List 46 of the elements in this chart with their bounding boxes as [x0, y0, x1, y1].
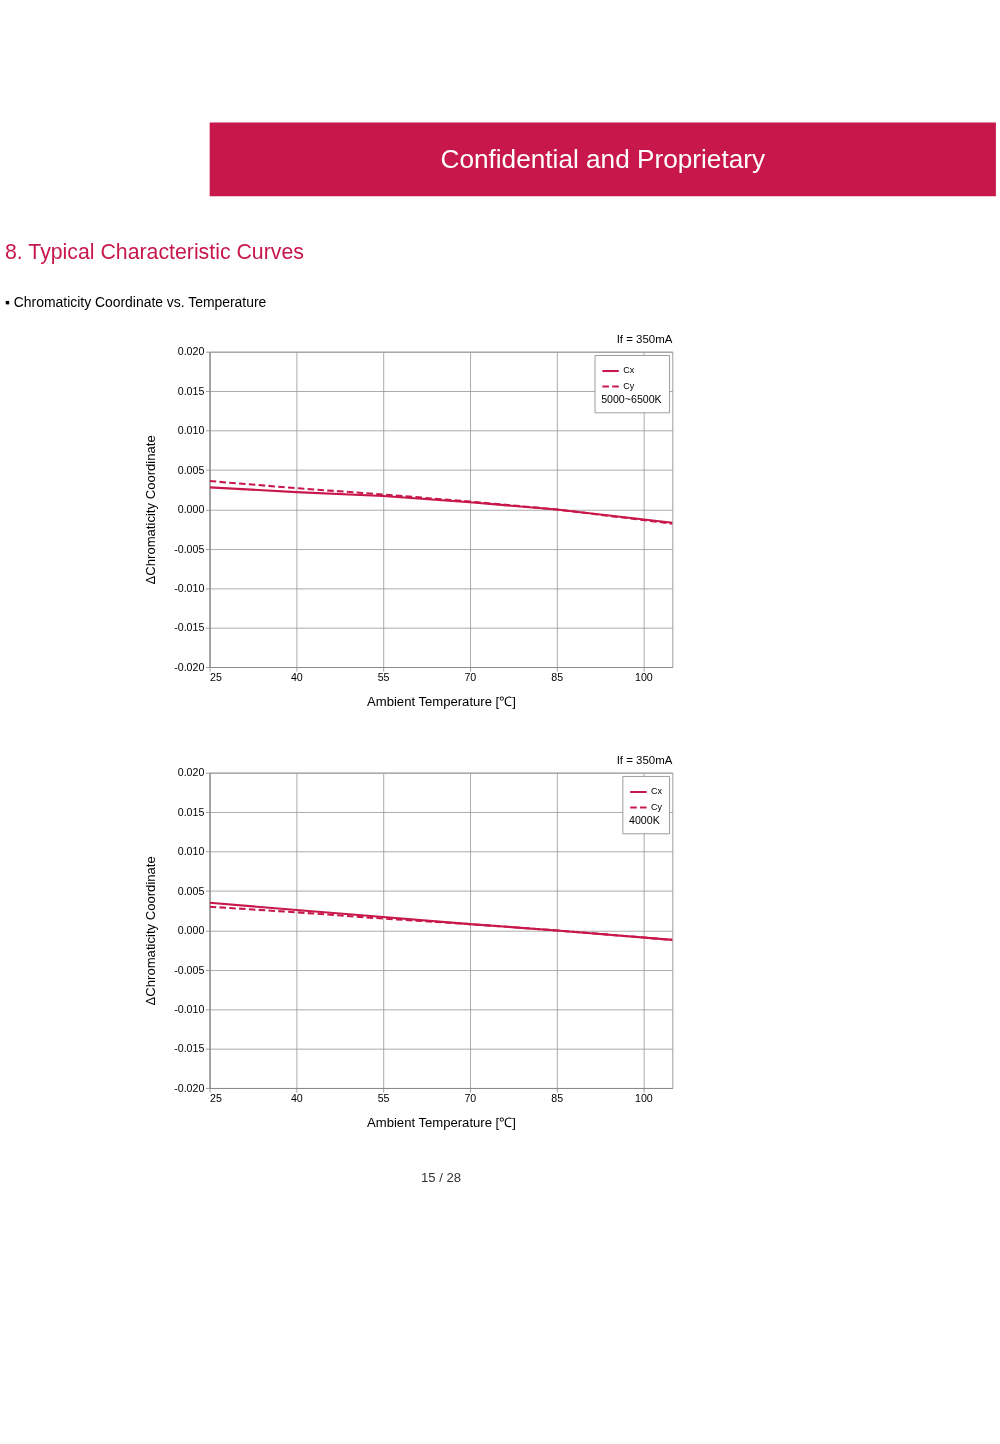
- y-tick-label: 0.020: [177, 345, 205, 358]
- y-tick-label: 0.010: [177, 424, 205, 437]
- chart-subtitle: ▪ Chromaticity Coordinate vs. Temperature: [5, 293, 267, 310]
- y-tick-label: -0.015: [174, 1042, 205, 1055]
- y-tick-label: -0.020: [174, 660, 205, 673]
- x-tick-label: 85: [551, 671, 564, 684]
- x-tick-label: 40: [290, 671, 303, 684]
- legend-label: Cy: [651, 802, 663, 813]
- x-tick-label: 70: [464, 1092, 477, 1105]
- y-tick-label: -0.020: [174, 1081, 205, 1094]
- text: If = 350mA: [616, 332, 673, 345]
- legend-title: 4000K: [628, 814, 660, 827]
- y-tick-label: 0.015: [177, 805, 205, 818]
- x-tick-label: 100: [635, 671, 653, 684]
- x-tick-label: 25: [210, 671, 222, 684]
- legend-title: 5000~6500K: [601, 393, 662, 406]
- chart-title: 8. Typical Characteristic Curves: [5, 240, 304, 265]
- y-tick-label: -0.005: [174, 542, 205, 555]
- y-tick-label: -0.005: [174, 963, 205, 976]
- y-tick-label: 0.005: [177, 463, 205, 476]
- y-tick-label: 0.010: [177, 845, 205, 858]
- y-tick-label: -0.015: [174, 621, 205, 634]
- text: Confidential and Proprietary: [440, 143, 766, 174]
- y-tick-label: -0.010: [174, 1002, 205, 1015]
- x-tick-label: 100: [635, 1092, 653, 1105]
- y-tick-label: 0.020: [177, 766, 205, 779]
- x-axis-title: Ambient Temperature [℃]: [367, 1114, 516, 1130]
- x-tick-label: 85: [551, 1092, 564, 1105]
- x-tick-label: 55: [377, 671, 390, 684]
- x-tick-label: 55: [377, 1092, 390, 1105]
- y-tick-label: -0.010: [174, 581, 205, 594]
- text: If = 350mA: [616, 753, 673, 766]
- y-axis-title: ΔChromaticity Coordinate: [143, 856, 159, 1006]
- text: 15 / 28: [421, 1170, 462, 1186]
- y-tick-label: 0.000: [177, 503, 205, 516]
- legend-label: Cx: [623, 365, 635, 376]
- x-tick-label: 70: [464, 671, 477, 684]
- y-axis-title: ΔChromaticity Coordinate: [143, 435, 159, 585]
- legend-label: Cx: [651, 786, 663, 797]
- x-axis-title: Ambient Temperature [℃]: [367, 694, 516, 710]
- y-tick-label: 0.015: [177, 384, 205, 397]
- x-tick-label: 40: [290, 1092, 303, 1105]
- x-tick-label: 25: [210, 1092, 222, 1105]
- y-tick-label: 0.000: [177, 924, 205, 937]
- legend-label: Cy: [623, 381, 635, 392]
- y-tick-label: 0.005: [177, 884, 205, 897]
